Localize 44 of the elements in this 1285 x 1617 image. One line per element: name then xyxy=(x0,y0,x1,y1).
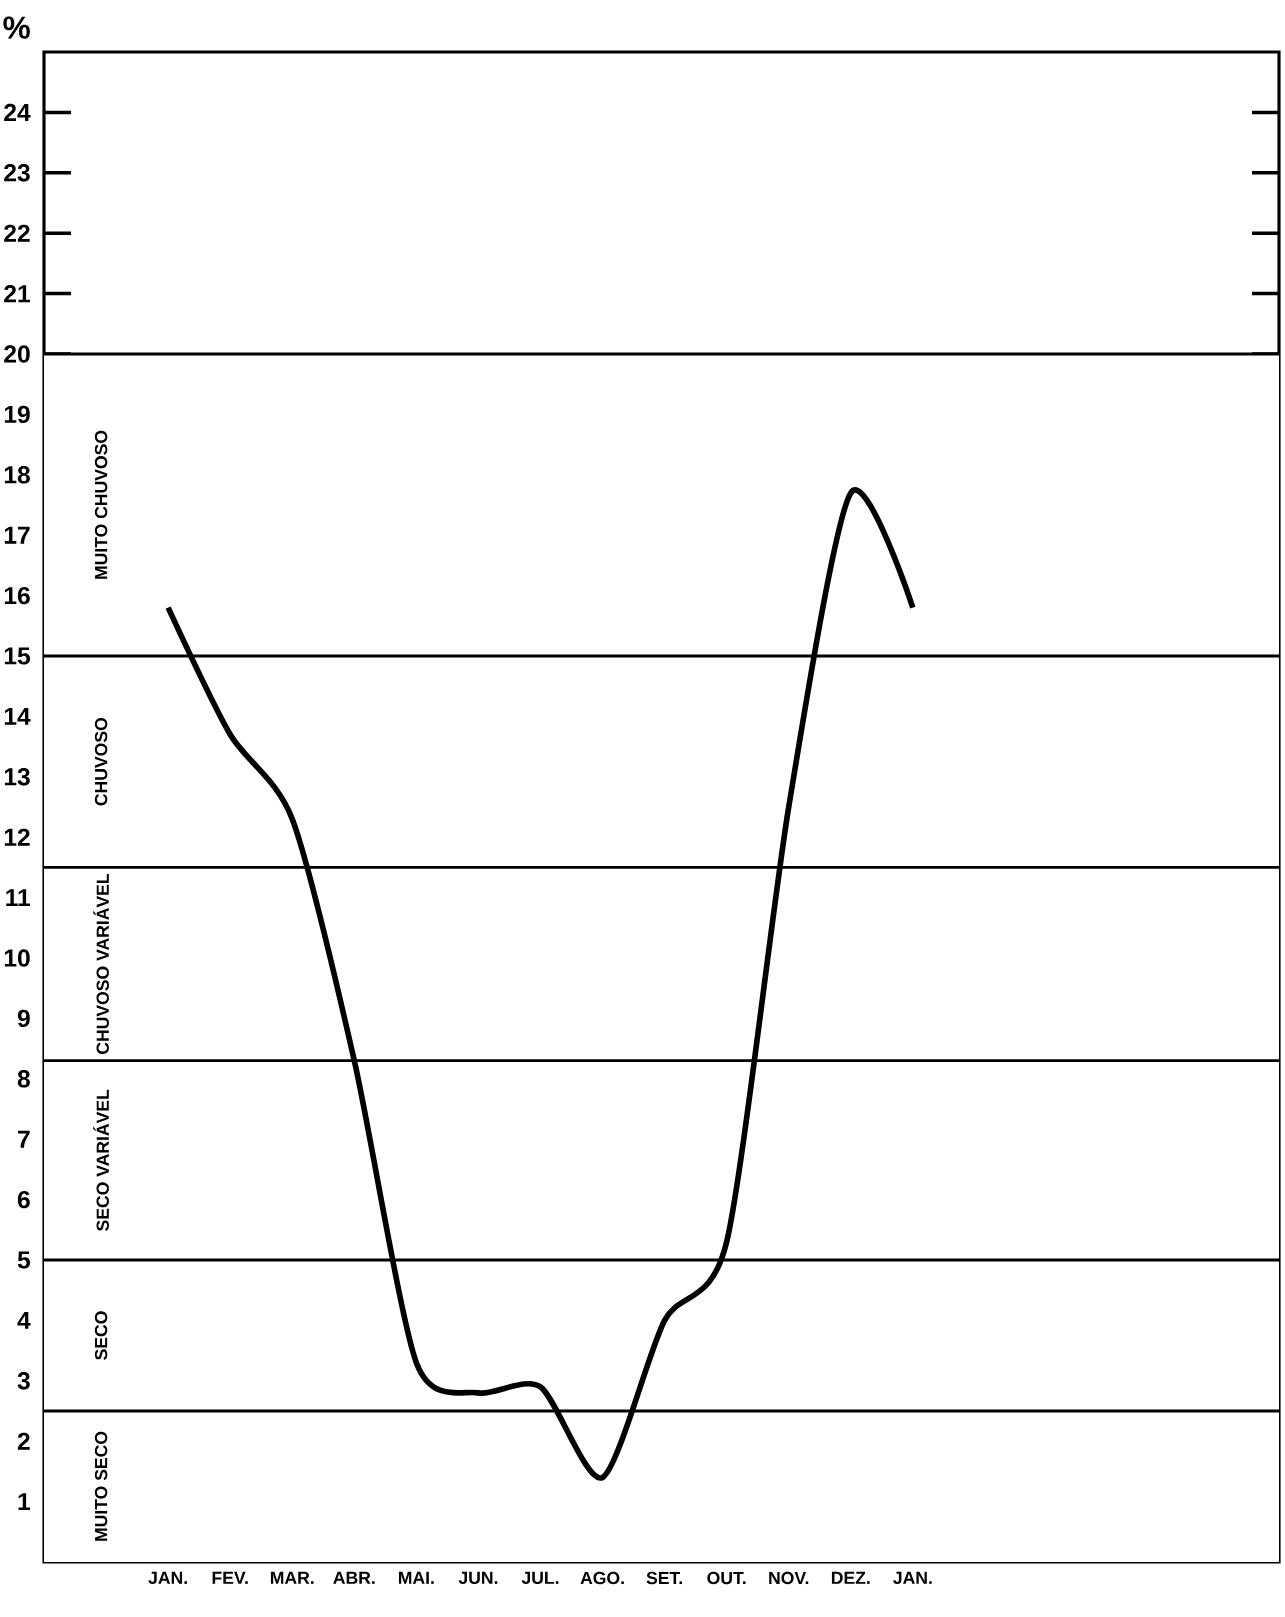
x-tick-label: JAN. xyxy=(893,1571,932,1585)
x-tick-label: FEV. xyxy=(212,1571,248,1584)
y-tick-label: 6 xyxy=(17,1190,30,1209)
y-tick-label: 8 xyxy=(17,1070,30,1088)
y-tick-label: 16 xyxy=(4,586,30,605)
x-tick-label: JAN. xyxy=(148,1571,187,1585)
y-tick-label: 2 xyxy=(17,1432,30,1450)
x-tick-label: MAR. xyxy=(270,1571,314,1584)
y-tick-label: 14 xyxy=(4,707,31,725)
y-tick-label: 10 xyxy=(4,949,30,967)
y-axis-title: % xyxy=(3,16,30,39)
y-tick-label: 13 xyxy=(4,768,30,786)
y-tick-label: 15 xyxy=(4,647,31,665)
band-label: MUITO SECO xyxy=(94,1431,108,1541)
band-label: CHUVOSO VARIÁVEL xyxy=(93,873,109,1054)
x-tick-label: NOV. xyxy=(769,1571,809,1585)
y-tick-label: 21 xyxy=(4,285,31,303)
y-tick-label: 24 xyxy=(4,103,31,121)
x-tick-label: DEZ. xyxy=(831,1571,870,1584)
y-tick-label: 19 xyxy=(4,405,30,424)
y-tick-label: 7 xyxy=(18,1130,30,1148)
band-label: SECO xyxy=(94,1311,108,1360)
band-label: CHUVOSO xyxy=(94,717,108,806)
band-label: SECO VARIÁVEL xyxy=(93,1089,109,1231)
y-tick-label: 5 xyxy=(17,1251,31,1269)
y-tick-label: 17 xyxy=(4,526,30,544)
x-tick-label: JUN. xyxy=(458,1571,498,1585)
y-tick-label: 20 xyxy=(4,345,30,363)
y-tick-label: 3 xyxy=(17,1372,30,1390)
x-tick-label: JUL. xyxy=(521,1571,559,1585)
y-tick-label: 9 xyxy=(17,1009,30,1028)
y-tick-label: 23 xyxy=(4,164,30,182)
x-tick-label: OUT. xyxy=(707,1571,746,1585)
x-tick-label: ABR. xyxy=(333,1571,375,1584)
y-tick-label: 12 xyxy=(4,828,30,846)
y-tick-label: 18 xyxy=(4,466,30,484)
y-tick-label: 4 xyxy=(17,1311,31,1329)
x-tick-label: SET. xyxy=(646,1571,682,1585)
x-tick-label: MAI. xyxy=(398,1571,434,1584)
y-tick-label: 1 xyxy=(18,1493,31,1511)
x-tick-label: AGO. xyxy=(580,1571,624,1585)
y-tick-label: 22 xyxy=(4,224,30,242)
band-label: MUITO CHUVOSO xyxy=(94,430,108,579)
y-tick-label: 11 xyxy=(6,889,31,907)
